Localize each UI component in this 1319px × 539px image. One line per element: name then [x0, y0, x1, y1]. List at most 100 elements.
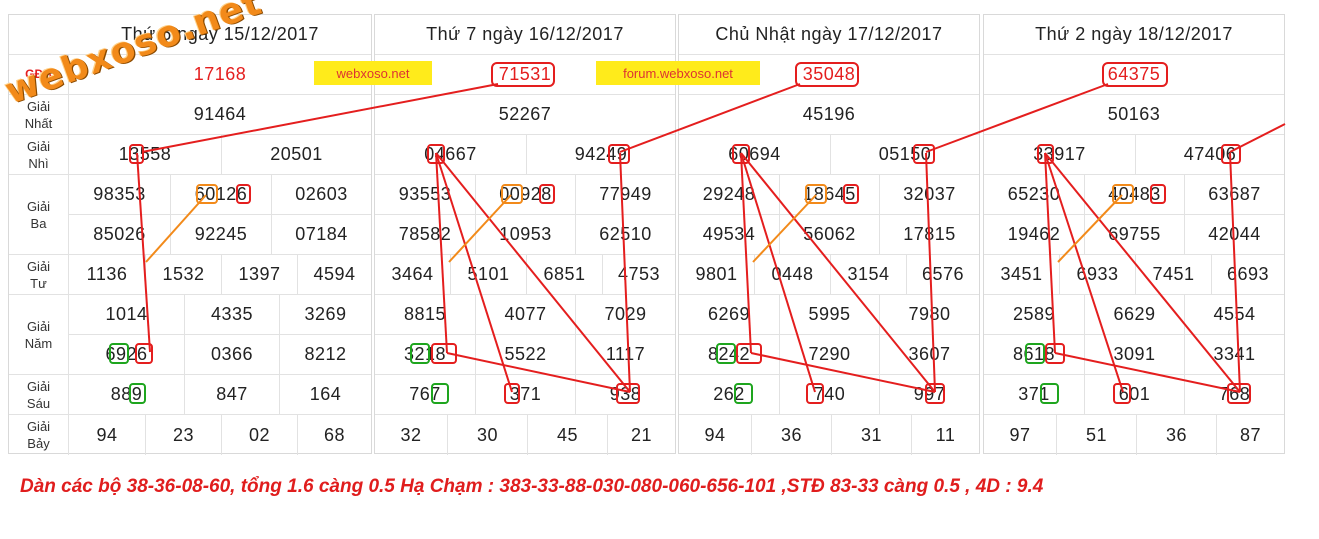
prize-value: 9801 [695, 264, 738, 284]
header-row: Chủ Nhật ngày 17/12/2017 [679, 15, 979, 55]
prize-value: 371 [475, 375, 575, 414]
first-prize-value: 50163 [1107, 104, 1161, 124]
prize-value: 29248 [702, 184, 756, 204]
prize-value: 36 [751, 415, 831, 455]
prize-value: 31 [831, 415, 911, 455]
prize-value: 6926 [105, 344, 148, 364]
prize-value: 1117 [575, 335, 675, 374]
prize-value: 85026 [93, 224, 146, 244]
prize-value: 7451 [1135, 255, 1211, 294]
prize-value: 8618 [1012, 344, 1056, 364]
prize-value: 62510 [575, 215, 675, 254]
prize-value: 23 [145, 415, 221, 455]
prize-value: 938 [575, 375, 675, 414]
prize-value: 30 [447, 415, 527, 455]
first-prize-label: Giải Nhất [9, 95, 69, 134]
prize-value: 5995 [779, 295, 879, 334]
label-line: Tư [30, 275, 47, 291]
label-line: Giải [26, 98, 51, 114]
prize-value: 1136 [86, 264, 128, 284]
prize-value: 3269 [279, 295, 371, 334]
second-prize-label: Giải Nhì [9, 135, 69, 174]
prize-value: 7980 [879, 295, 979, 334]
prize-value: 77949 [575, 175, 675, 214]
fifth-prize-row: 3218 5522 1117 [375, 335, 675, 375]
prize-value: 40483 [1084, 175, 1184, 214]
third-prize-row: 78582 10953 62510 [375, 215, 675, 255]
prize-value: 04667 [424, 144, 477, 164]
header-row: Thứ 7 ngày 16/12/2017 [375, 15, 675, 55]
fifth-prize-row: 2589 6629 4554 [984, 295, 1284, 335]
prize-value: 65230 [1007, 184, 1061, 204]
second-prize-row: Giải Nhì 13558 20501 [9, 135, 371, 175]
prize-value: 601 [1084, 375, 1184, 414]
prize-value: 1014 [105, 304, 148, 324]
sixth-prize-row: 262 740 997 [679, 375, 979, 415]
prize-value: 2589 [1012, 304, 1056, 324]
prize-value: 6576 [906, 255, 979, 294]
prize-value: 32037 [879, 175, 979, 214]
label-line: Giải [26, 318, 51, 334]
fourth-prize-row: 3464 5101 6851 4753 [375, 255, 675, 295]
third-prize-row: 19462 69755 42044 [984, 215, 1284, 255]
ad-banner-forum[interactable]: forum.webxoso.net [596, 61, 760, 85]
fourth-prize-row: 3451 6933 7451 6693 [984, 255, 1284, 295]
prize-value: 97 [1009, 424, 1031, 445]
prize-value: 6933 [1059, 255, 1135, 294]
fifth-prize-label: Giải Năm [9, 295, 69, 375]
ad-banner-webxoso[interactable]: webxoso.net [314, 61, 432, 85]
fourth-prize-label: Giải Tư [9, 255, 69, 294]
first-prize-value: 45196 [802, 104, 856, 124]
header-row: Thứ 2 ngày 18/12/2017 [984, 15, 1284, 55]
prize-value: 889 [110, 384, 143, 404]
prize-value: 94249 [526, 135, 675, 174]
prize-value: 02603 [271, 175, 371, 214]
prize-value: 47406 [1135, 135, 1284, 174]
label-line: Bảy [27, 436, 50, 451]
prize-value: 1532 [145, 255, 221, 294]
label-line: Giải [26, 378, 51, 394]
prize-value: 8242 [707, 344, 751, 364]
prize-value: 3341 [1184, 335, 1284, 374]
special-prize-value: 64375 [1107, 64, 1161, 84]
seventh-prize-row: Giải Bảy 94 23 02 68 [9, 415, 371, 455]
prize-value: 371 [1018, 384, 1050, 404]
prize-value: 60694 [728, 144, 781, 164]
label-line: Giải [26, 138, 51, 154]
prize-value: 3091 [1084, 335, 1184, 374]
prize-value: 8212 [279, 335, 371, 374]
fourth-prize-row: 9801 0448 3154 6576 [679, 255, 979, 295]
prize-value: 20501 [221, 135, 371, 174]
prize-value: 17815 [879, 215, 979, 254]
prize-value: 4554 [1184, 295, 1284, 334]
prize-value: 94 [96, 424, 118, 445]
prize-value: 0448 [754, 255, 830, 294]
prize-value: 63687 [1184, 175, 1284, 214]
prize-value: 94 [704, 424, 726, 445]
prize-value: 02 [221, 415, 297, 455]
header-row: Thứ 6 ngày 15/12/2017 [9, 15, 371, 55]
prize-value: 8815 [403, 304, 447, 324]
fifth-prize-row: 8815 4077 7029 [375, 295, 675, 335]
label-line: Năm [24, 335, 53, 351]
prize-value: 19462 [1007, 224, 1061, 244]
third-prize-row: 93553 00928 77949 [375, 175, 675, 215]
third-prize-row: 29248 18645 32037 [679, 175, 979, 215]
prize-value: 7029 [575, 295, 675, 334]
seventh-prize-row: 97 51 36 87 [984, 415, 1284, 455]
prize-value: 07184 [271, 215, 371, 254]
first-prize-row: 45196 [679, 95, 979, 135]
prize-value: 05150 [830, 135, 979, 174]
prize-value: 18645 [779, 175, 879, 214]
prize-value: 164 [279, 375, 371, 414]
prize-value: 3218 [403, 344, 447, 364]
prize-value: 98353 [93, 184, 146, 204]
prize-value: 87 [1216, 415, 1284, 455]
date-header: Chủ Nhật ngày 17/12/2017 [715, 24, 943, 44]
first-prize-row: 52267 [375, 95, 675, 135]
prediction-note: Dàn các bộ 38-36-08-60, tổng 1.6 càng 0.… [20, 476, 1044, 497]
prize-value: 4594 [297, 255, 371, 294]
prize-value: 33917 [1033, 144, 1086, 164]
prize-value: 6851 [526, 255, 602, 294]
fifth-prize-row: 6269 5995 7980 [679, 295, 979, 335]
